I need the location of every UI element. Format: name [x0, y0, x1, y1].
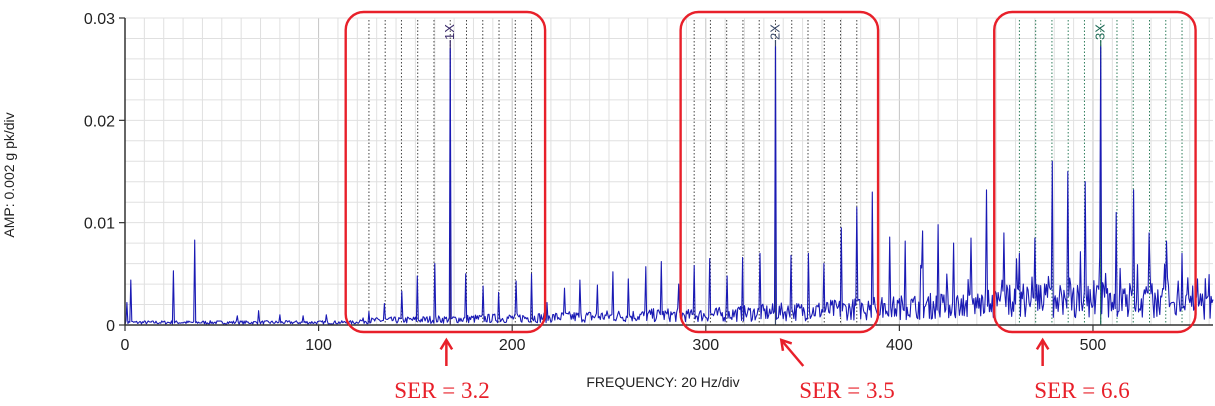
chart-axes — [119, 17, 1213, 331]
harmonic-marker-label: 1X — [442, 24, 457, 40]
arrow-head — [779, 338, 793, 352]
x-axis-label: FREQUENCY: 20 Hz/div — [586, 374, 739, 390]
axis-labels: 0 100 200 300 400 500 0 0.01 0.02 0.03 — [84, 11, 1107, 354]
spectrum-series — [124, 46, 1214, 325]
arrow-head — [439, 337, 454, 351]
plot-area — [125, 18, 1213, 325]
spectrum-trace — [124, 46, 1214, 325]
harmonic-marker-label: 3X — [1093, 24, 1108, 40]
arrow-head — [1035, 337, 1050, 351]
highlight-box — [993, 10, 1197, 334]
chart-grid — [124, 17, 1213, 326]
y-tick-label: 0.03 — [84, 11, 115, 28]
x-tick-label: 200 — [499, 337, 526, 354]
harmonic-marker-label: 2X — [767, 24, 782, 40]
ser-label: SER = 6.6 — [1034, 378, 1129, 403]
x-tick-label: 100 — [305, 337, 332, 354]
highlight-box — [344, 10, 547, 334]
x-tick-label: 300 — [692, 337, 719, 354]
arrow-shaft — [780, 339, 805, 367]
y-tick-label: 0.01 — [84, 216, 115, 233]
x-tick-label: 0 — [121, 337, 130, 354]
y-tick-label: 0 — [106, 318, 115, 335]
x-tick-label: 400 — [886, 337, 913, 354]
ser-label: SER = 3.2 — [394, 378, 489, 403]
y-axis-label: AMP: 0.002 g pk/div — [1, 112, 17, 237]
highlight-regions: SER = 3.2 SER = 3.5 SER = 6.6 — [344, 10, 1197, 403]
x-tick-label: 500 — [1080, 337, 1107, 354]
ser-label: SER = 3.5 — [799, 378, 894, 403]
highlight-box — [679, 10, 880, 334]
y-tick-label: 0.02 — [84, 113, 115, 130]
